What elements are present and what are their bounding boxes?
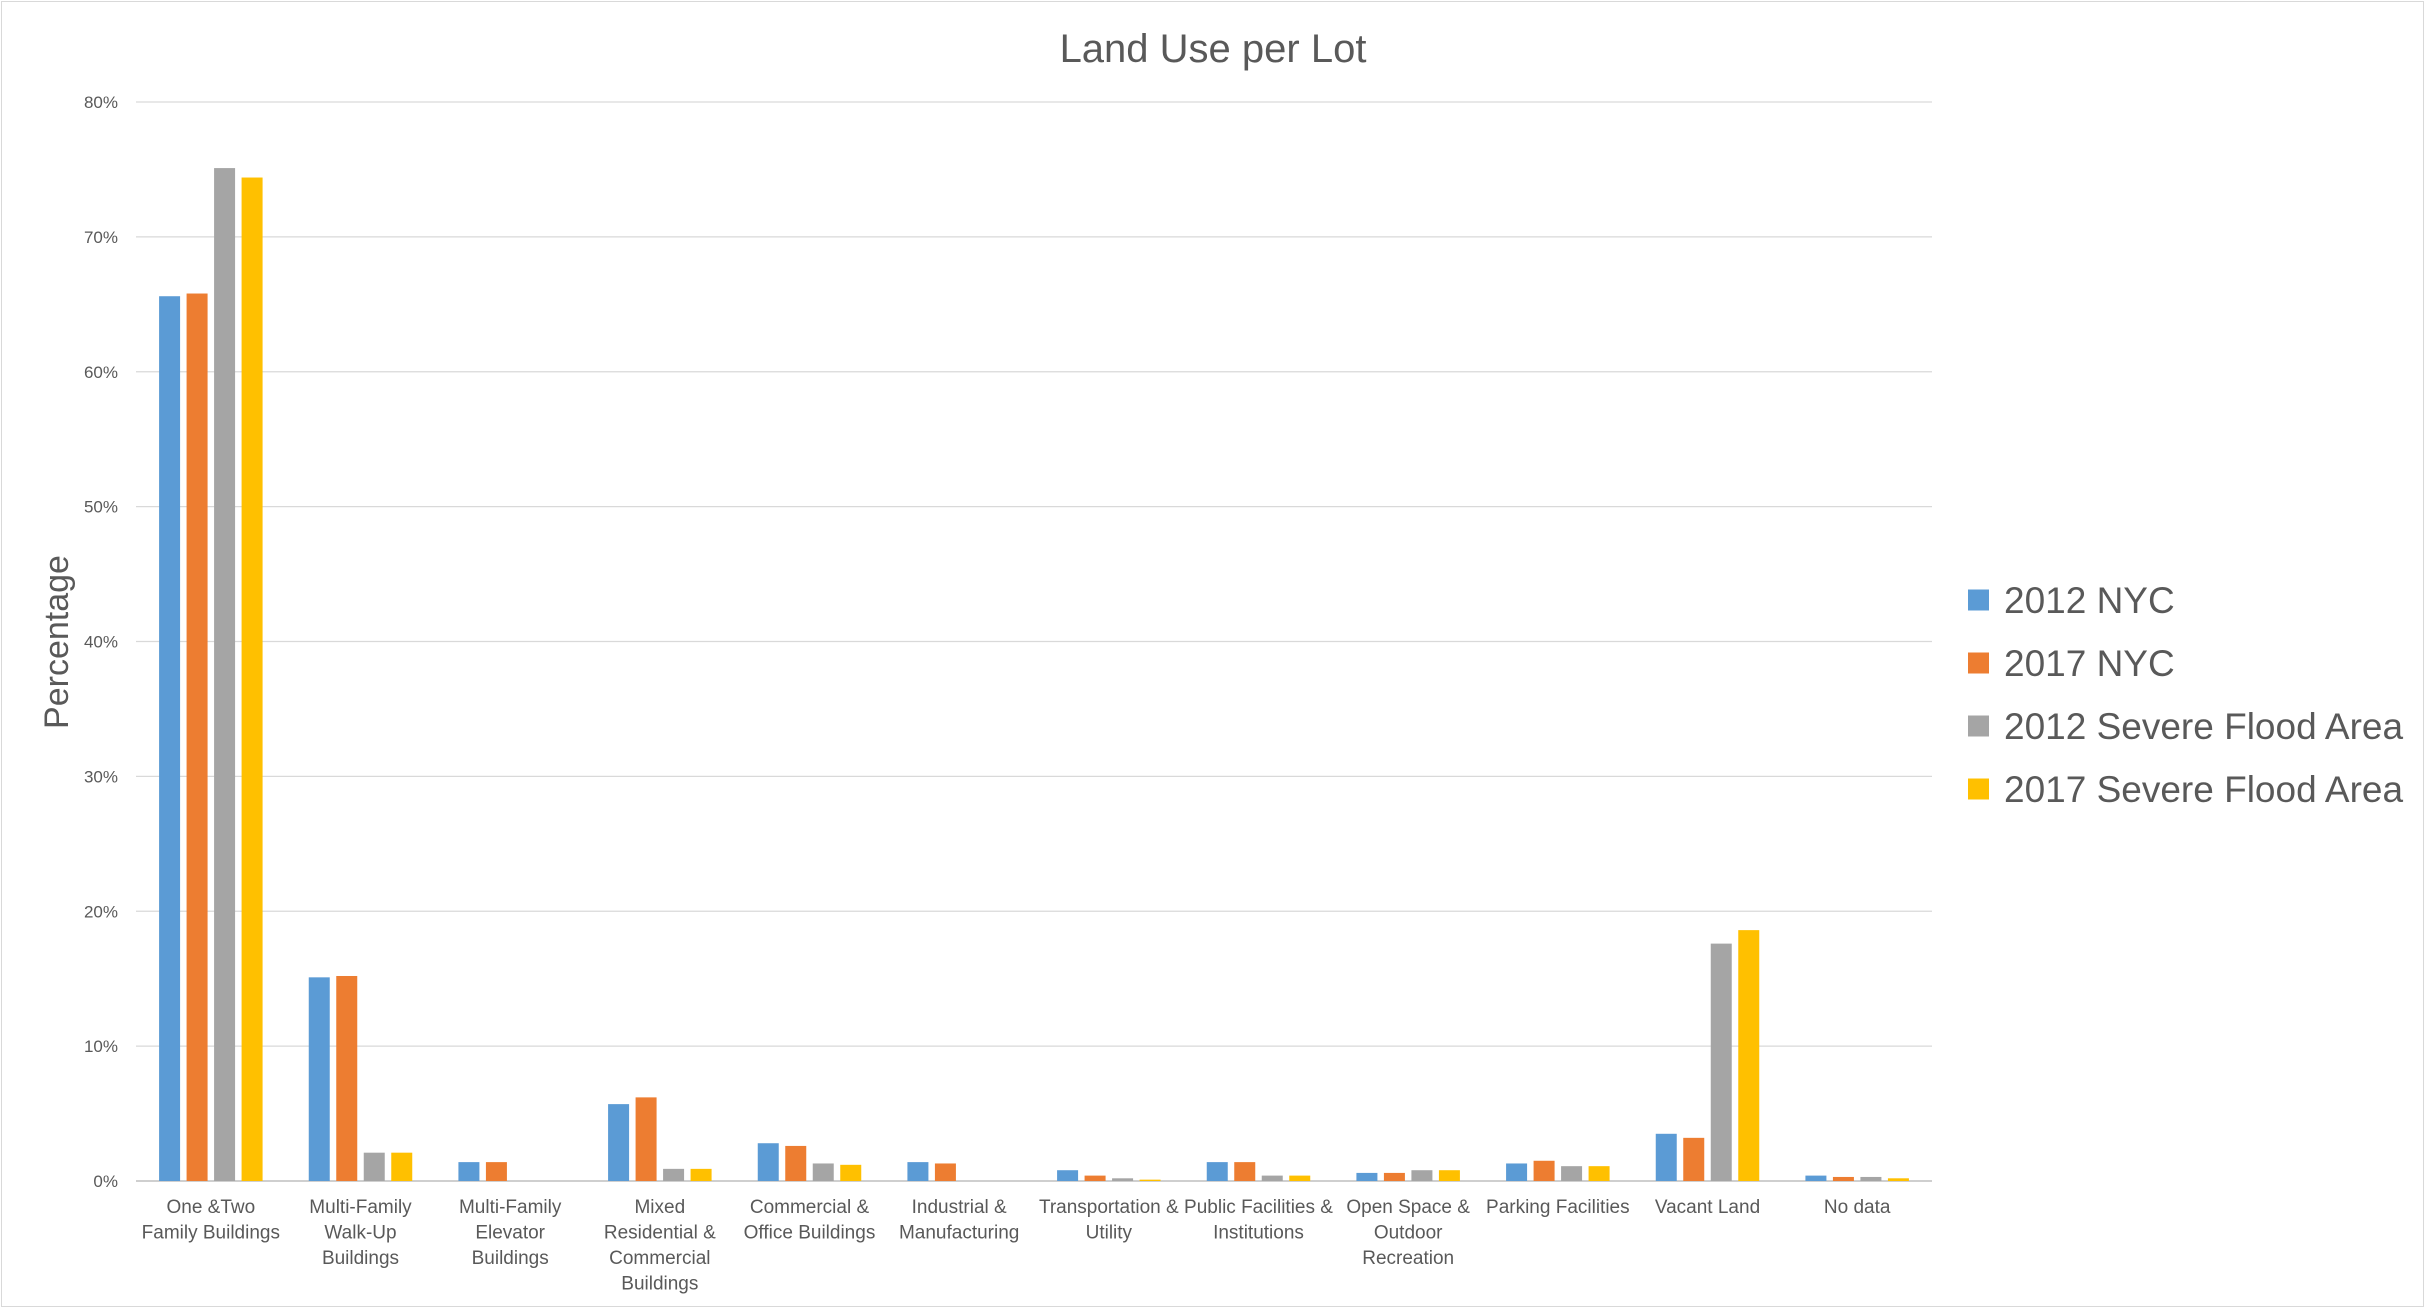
y-axis-label: Percentage: [38, 555, 76, 729]
chart-title: Land Use per Lot: [1060, 27, 1367, 71]
bar: [1234, 1162, 1256, 1181]
gridlines: [136, 101, 1932, 1182]
bar: [1206, 1162, 1228, 1181]
bar: [1533, 1160, 1555, 1181]
bar: [1710, 943, 1732, 1181]
bar: [1112, 1178, 1134, 1181]
bar: [1887, 1178, 1909, 1181]
bar: [1139, 1179, 1161, 1181]
bar: [485, 1162, 507, 1181]
legend-label: 2017 Severe Flood Area: [2004, 769, 2403, 810]
x-tick-label: Mixed Residential & Commercial Buildings: [604, 1197, 716, 1295]
y-tick-label: 50%: [84, 498, 118, 517]
x-tick-label: Parking Facilities: [1486, 1197, 1630, 1218]
x-tick-label: Commercial & Office Buildings: [744, 1197, 876, 1244]
legend-swatch: [1968, 589, 1989, 611]
legend-swatch: [1968, 778, 1989, 800]
bar: [840, 1164, 862, 1181]
bar: [1356, 1172, 1378, 1181]
legend-label: 2012 NYC: [2004, 580, 2175, 621]
bar: [159, 296, 181, 1182]
bar: [812, 1163, 834, 1181]
legend: 2012 NYC 2017 NYC 2012 Severe Flood Area 20…: [1968, 580, 2403, 810]
bar: [308, 977, 330, 1181]
legend-label: 2012 Severe Flood Area: [2004, 706, 2403, 747]
x-tick-label: Vacant Land: [1655, 1197, 1760, 1218]
y-tick-label: 70%: [84, 228, 118, 247]
bar: [1561, 1166, 1583, 1181]
x-tick-label: Transportation & Utility: [1039, 1197, 1179, 1244]
bar: [241, 177, 263, 1181]
bar: [1805, 1175, 1827, 1181]
legend-label: 2017 NYC: [2004, 643, 2175, 684]
bar: [1438, 1170, 1460, 1181]
bar: [663, 1168, 685, 1181]
x-tick-label: One &Two Family Buildings: [142, 1197, 280, 1244]
y-tick-label: 80%: [84, 93, 118, 112]
bar: [907, 1162, 929, 1181]
y-tick-label: 10%: [84, 1037, 118, 1056]
x-tick-labels: One &Two Family Buildings Multi-Family Walk…: [142, 1197, 1891, 1295]
bar: [1057, 1170, 1079, 1181]
y-tick-labels: 0% 10% 20% 30% 40% 50% 60% 70% 80%: [84, 93, 118, 1191]
bar: [1411, 1170, 1433, 1181]
x-tick-label: No data: [1824, 1197, 1891, 1218]
bar: [635, 1097, 657, 1181]
bar: [1860, 1176, 1882, 1181]
bar: [1506, 1163, 1528, 1181]
bar: [1383, 1172, 1405, 1181]
bar: [336, 975, 358, 1181]
bar: [1084, 1175, 1106, 1181]
bar: [785, 1145, 807, 1181]
bar: [186, 293, 208, 1182]
bar: [391, 1152, 413, 1181]
y-tick-label: 20%: [84, 902, 118, 921]
bar: [934, 1163, 956, 1181]
y-tick-label: 60%: [84, 363, 118, 382]
legend-swatch: [1968, 652, 1989, 674]
x-tick-label: Multi-Family Walk-Up Buildings: [309, 1197, 412, 1269]
x-tick-label: Open Space & Outdoor Recreation: [1346, 1197, 1470, 1269]
bar: [1832, 1176, 1854, 1181]
x-tick-label: Public Facilities & Institutions: [1184, 1197, 1333, 1244]
bar: [458, 1162, 480, 1181]
bar: [757, 1143, 779, 1181]
bar: [1655, 1133, 1677, 1181]
bar: [1289, 1175, 1311, 1181]
bar: [690, 1168, 712, 1181]
x-tick-label: Industrial & Manufacturing: [899, 1197, 1019, 1244]
y-tick-label: 40%: [84, 633, 118, 652]
bar: [608, 1104, 630, 1181]
bar: [1588, 1166, 1610, 1181]
bar: [1738, 930, 1760, 1181]
y-tick-label: 30%: [84, 767, 118, 786]
y-tick-label: 0%: [93, 1172, 118, 1191]
bar: [363, 1152, 385, 1181]
legend-swatch: [1968, 715, 1989, 737]
bar: [214, 168, 236, 1181]
x-tick-label: Multi-Family Elevator Buildings: [459, 1197, 562, 1269]
bar: [1261, 1175, 1283, 1181]
bars: [159, 168, 1909, 1182]
bar: [1683, 1137, 1705, 1181]
